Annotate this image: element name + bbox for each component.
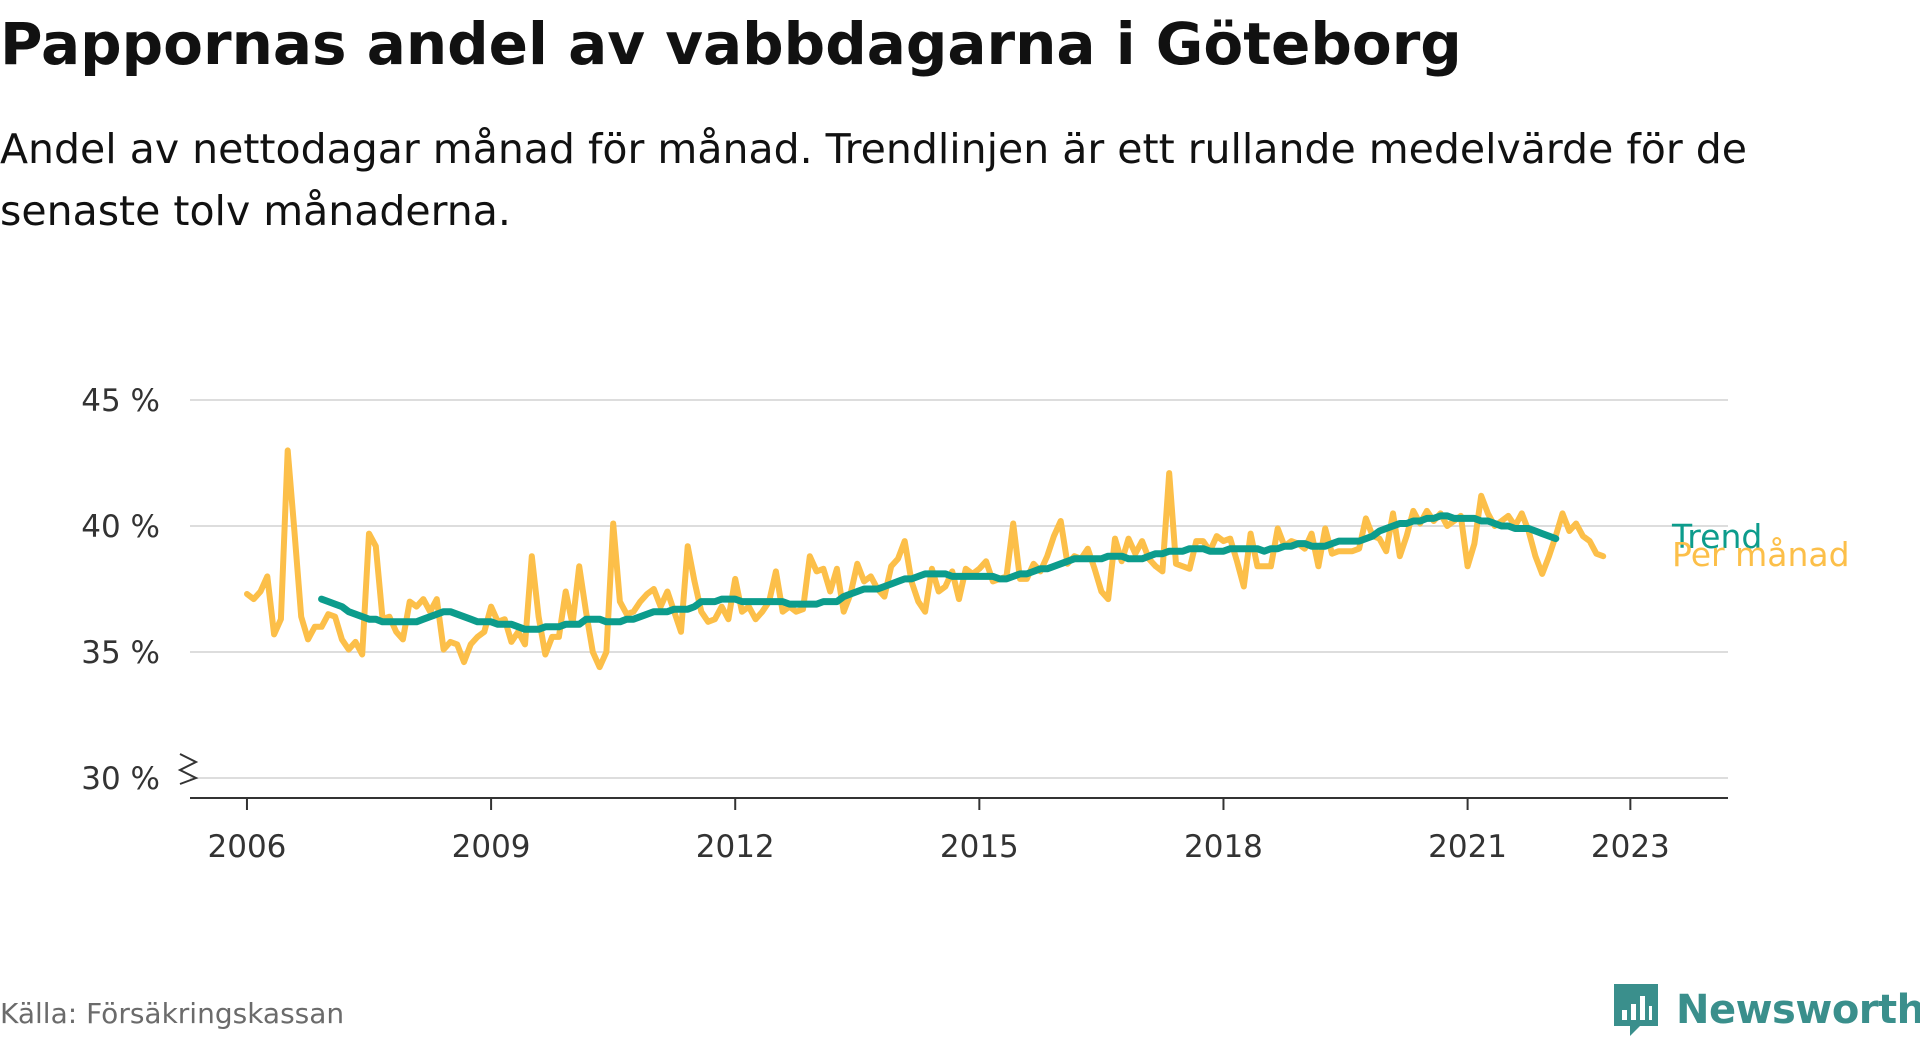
y-tick-label: 40 % xyxy=(81,509,160,545)
series-lines xyxy=(244,447,1607,671)
series-label-trend: Trend xyxy=(1671,517,1762,556)
chart-title: Pappornas andel av vabbdagarna i Götebor… xyxy=(0,10,1462,78)
series-line-per-manad xyxy=(244,447,1607,671)
x-tick-label: 2021 xyxy=(1428,829,1507,865)
x-tick-label: 2023 xyxy=(1591,829,1670,865)
gridlines xyxy=(190,399,1728,779)
x-tick-label: 2006 xyxy=(208,829,287,865)
brand-name: Newsworthy xyxy=(1676,987,1920,1033)
x-axis: 2006 2009 2012 2015 2018 2021 2023 xyxy=(190,797,1728,865)
x-tick-label: 2009 xyxy=(452,829,531,865)
series-label-per-manad: Per månad xyxy=(1672,535,1850,574)
chart-subtitle: Andel av nettodagar månad för månad. Tre… xyxy=(0,125,1747,235)
source-note: Källa: Försäkringskassan xyxy=(0,997,345,1030)
y-tick-label: 45 % xyxy=(81,383,160,419)
y-tick-label: 30 % xyxy=(81,761,160,797)
bar-chart-logo-icon xyxy=(1614,984,1658,1036)
x-tick-label: 2018 xyxy=(1184,829,1263,865)
x-tick-label: 2012 xyxy=(696,829,775,865)
x-tick-label: 2015 xyxy=(940,829,1019,865)
y-axis-tick-labels: 30 % 35 % 40 % 45 % xyxy=(81,383,199,797)
series-line-trend xyxy=(318,512,1560,633)
brand-logo[interactable]: Newsworthy xyxy=(1610,980,1920,1040)
axis-break-icon xyxy=(177,753,199,785)
y-tick-label: 35 % xyxy=(81,635,160,671)
